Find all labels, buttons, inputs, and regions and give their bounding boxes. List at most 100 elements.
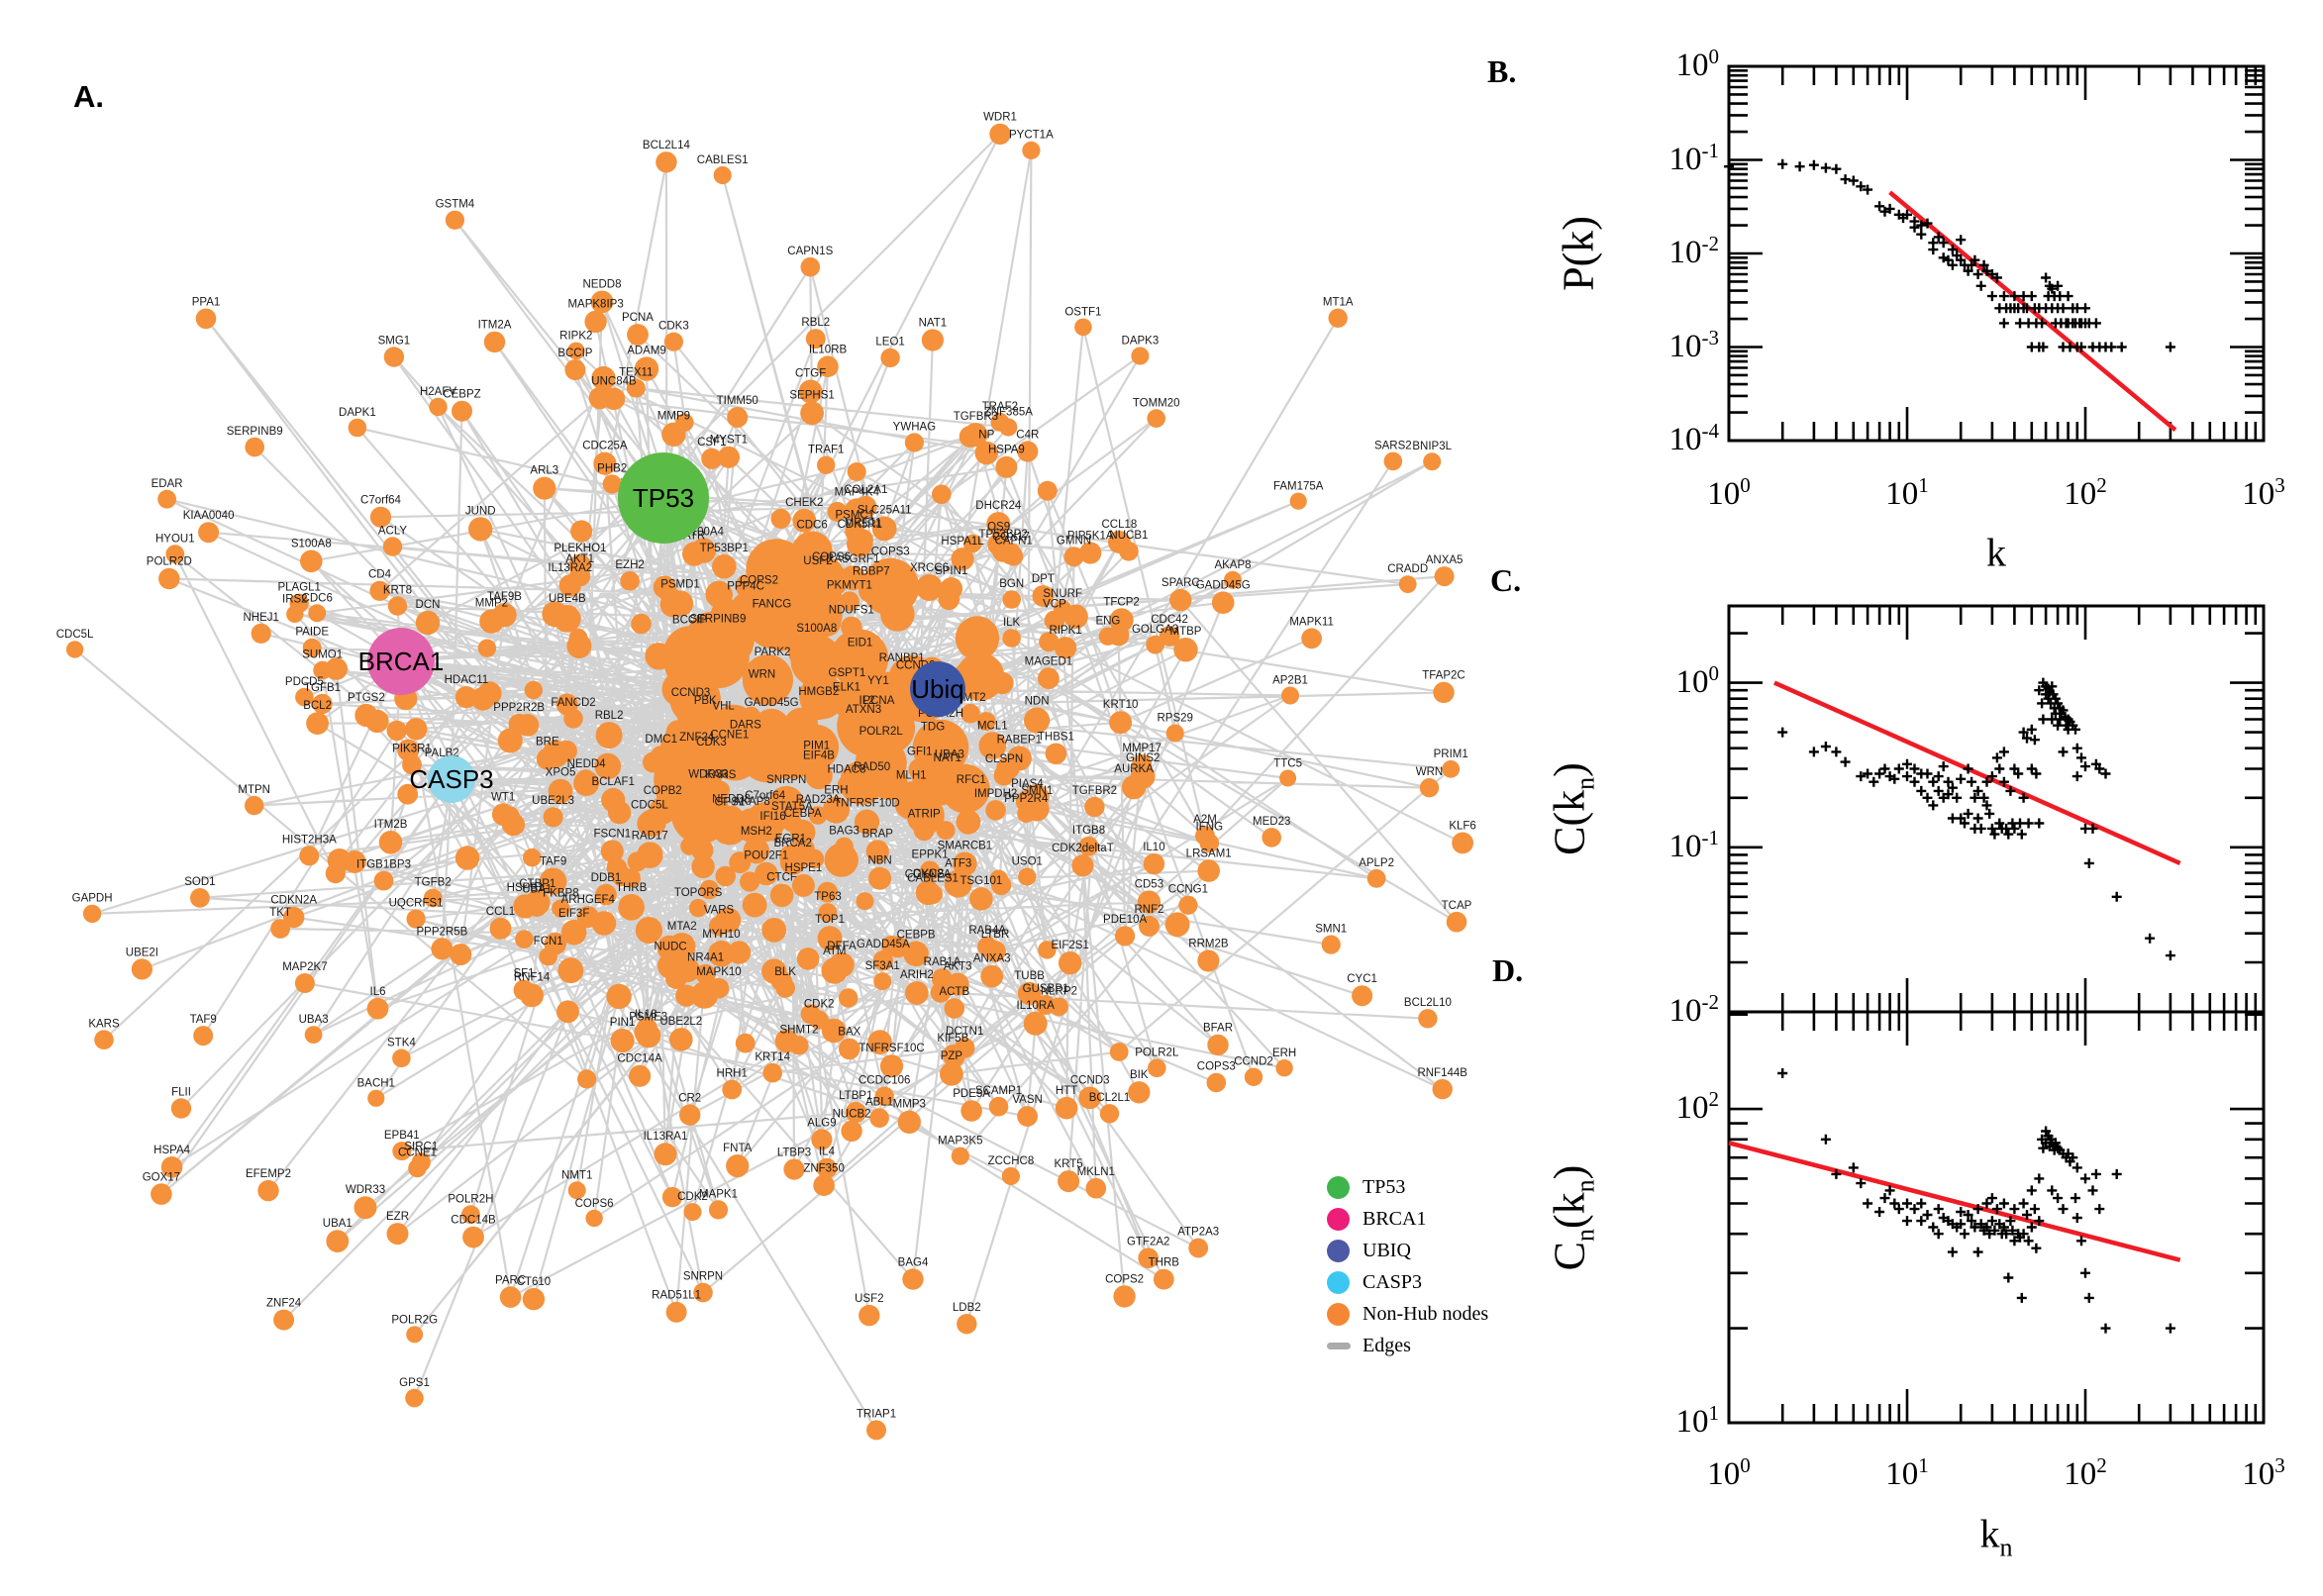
svg-text:TAF9: TAF9 [540,855,566,867]
svg-text:HIST2H3A: HIST2H3A [282,834,337,846]
svg-text:TIMM50: TIMM50 [717,395,758,407]
svg-text:CDK3: CDK3 [696,737,727,748]
svg-text:PPP2R2B: PPP2R2B [493,702,545,714]
svg-text:CDC5L: CDC5L [56,629,94,641]
svg-text:PDE5A: PDE5A [953,1088,990,1100]
svg-text:PDCD5: PDCD5 [285,676,324,688]
svg-text:PCNA: PCNA [622,312,654,324]
svg-text:VARS: VARS [704,904,735,916]
svg-text:ATF3: ATF3 [945,858,971,870]
svg-text:THRB: THRB [1149,1257,1180,1269]
svg-text:HSPA1L: HSPA1L [941,536,984,548]
svg-text:SMARCB1: SMARCB1 [938,841,993,852]
svg-text:CCND3: CCND3 [1070,1075,1110,1087]
svg-text:DCN: DCN [416,599,441,611]
svg-text:UQCRFS1: UQCRFS1 [389,898,444,910]
svg-text:HMGB2: HMGB2 [798,686,839,698]
svg-text:AURKA: AURKA [1114,763,1154,775]
svg-text:CCND3: CCND3 [671,687,711,699]
svg-text:GAPDH: GAPDH [72,893,113,905]
network-legend: TP53 BRCA1 UBIQ CASP3 Non-Hub nodes Edges [1327,1171,1488,1361]
svg-text:EIF2S1: EIF2S1 [1052,940,1089,951]
svg-text:GFI1: GFI1 [907,747,933,758]
xtick-label-B: 102 [2064,473,2107,512]
ytick-label-C: 10-1 [1668,826,1720,864]
svg-text:MMP17: MMP17 [1122,743,1162,754]
svg-text:DPT: DPT [1032,573,1055,585]
hub-node-ubiq [910,661,965,717]
svg-text:MAP3K5: MAP3K5 [938,1136,982,1147]
svg-text:GOX17: GOX17 [143,1171,180,1183]
svg-text:DAPK1: DAPK1 [339,407,376,419]
svg-text:UNC84B: UNC84B [591,376,637,388]
svg-text:LTBP1: LTBP1 [839,1090,872,1102]
svg-text:PAIDE: PAIDE [295,627,329,639]
svg-text:WDR1: WDR1 [983,112,1017,124]
svg-text:TOPORS: TOPORS [674,887,723,899]
svg-text:TGFBR3: TGFBR3 [954,411,998,423]
xlabel-D: kn [1979,1511,2013,1562]
svg-text:TGFB1: TGFB1 [304,682,341,694]
svg-text:POU2F1: POU2F1 [744,850,788,862]
svg-text:TAF9: TAF9 [190,1014,217,1026]
svg-text:STK4: STK4 [387,1038,416,1049]
svg-text:C7orf64: C7orf64 [745,790,786,802]
svg-text:SMN1: SMN1 [1315,924,1347,936]
legend-item-ubiq: UBIQ [1327,1235,1488,1266]
svg-text:RAB1A: RAB1A [924,956,961,968]
panel-label-b: B. [1487,53,1517,89]
ytick-label-D: 102 [1675,1087,1720,1126]
svg-text:S100A8: S100A8 [796,623,837,635]
svg-text:GMNN: GMNN [1057,535,1091,547]
svg-text:BLK: BLK [774,966,796,978]
legend-item-edges: Edges [1327,1330,1488,1361]
svg-text:NDN: NDN [1025,696,1050,708]
svg-text:CCND2: CCND2 [1234,1056,1273,1068]
svg-text:BAG4: BAG4 [898,1256,929,1268]
svg-text:USF2: USF2 [855,1293,883,1305]
svg-text:EGR1: EGR1 [775,833,806,845]
svg-text:UBA1: UBA1 [522,883,552,895]
svg-text:ANXA3: ANXA3 [973,953,1011,965]
chart-B [1724,64,2266,443]
svg-text:KARS: KARS [88,1018,120,1030]
svg-text:RAD23A: RAD23A [796,794,841,806]
svg-text:PPP2R5B: PPP2R5B [417,926,468,938]
svg-text:GOLGA3: GOLGA3 [1132,624,1178,636]
svg-text:IL10RA: IL10RA [1017,1000,1056,1012]
node-labels-layer: ZNF24C7orf64CDC6S100A8GPS1SNRPNUSF2COPS6… [56,112,1476,1421]
fit-line-C [1773,680,2181,865]
svg-text:RIPK1: RIPK1 [1049,625,1081,637]
svg-text:PKMYT1: PKMYT1 [827,579,872,591]
svg-text:TNFRSF10D: TNFRSF10D [834,798,899,810]
svg-text:SNURF: SNURF [1043,588,1082,600]
svg-text:CEBPZ: CEBPZ [443,389,480,401]
hub-label-casp3: CASP3 [409,764,493,794]
svg-text:PLAGL1: PLAGL1 [277,582,320,594]
svg-text:XPO5: XPO5 [546,767,576,779]
svg-text:MAP4K4: MAP4K4 [835,486,880,498]
svg-text:ILK: ILK [1003,617,1021,629]
svg-text:GTF2A2: GTF2A2 [1127,1236,1169,1247]
svg-text:NAT1: NAT1 [934,752,962,764]
legend-label: TP53 [1363,1175,1406,1198]
svg-text:CEBPA: CEBPA [784,808,822,820]
legend-label: CASP3 [1363,1270,1423,1293]
node-swatch-icon [1327,1239,1350,1262]
svg-text:UBE2I: UBE2I [126,947,158,958]
svg-text:KIF5B: KIF5B [937,1033,968,1045]
svg-text:FSCN1: FSCN1 [593,828,631,840]
svg-text:S100A8: S100A8 [291,538,332,549]
svg-text:CHEK2: CHEK2 [785,497,823,509]
svg-text:COPB2: COPB2 [644,785,682,797]
svg-text:RABEP1: RABEP1 [997,735,1042,747]
svg-text:CEBPB: CEBPB [897,930,936,942]
svg-text:PSMC1: PSMC1 [835,510,874,522]
svg-text:RNF14: RNF14 [514,972,551,984]
legend-item-tp53: TP53 [1327,1171,1488,1203]
svg-text:MAPK8IP3: MAPK8IP3 [567,299,623,311]
svg-text:HDAC8: HDAC8 [828,764,866,776]
svg-text:CDC14A: CDC14A [617,1053,662,1065]
svg-text:NBN: NBN [867,855,891,867]
svg-text:CDC6: CDC6 [796,519,827,531]
